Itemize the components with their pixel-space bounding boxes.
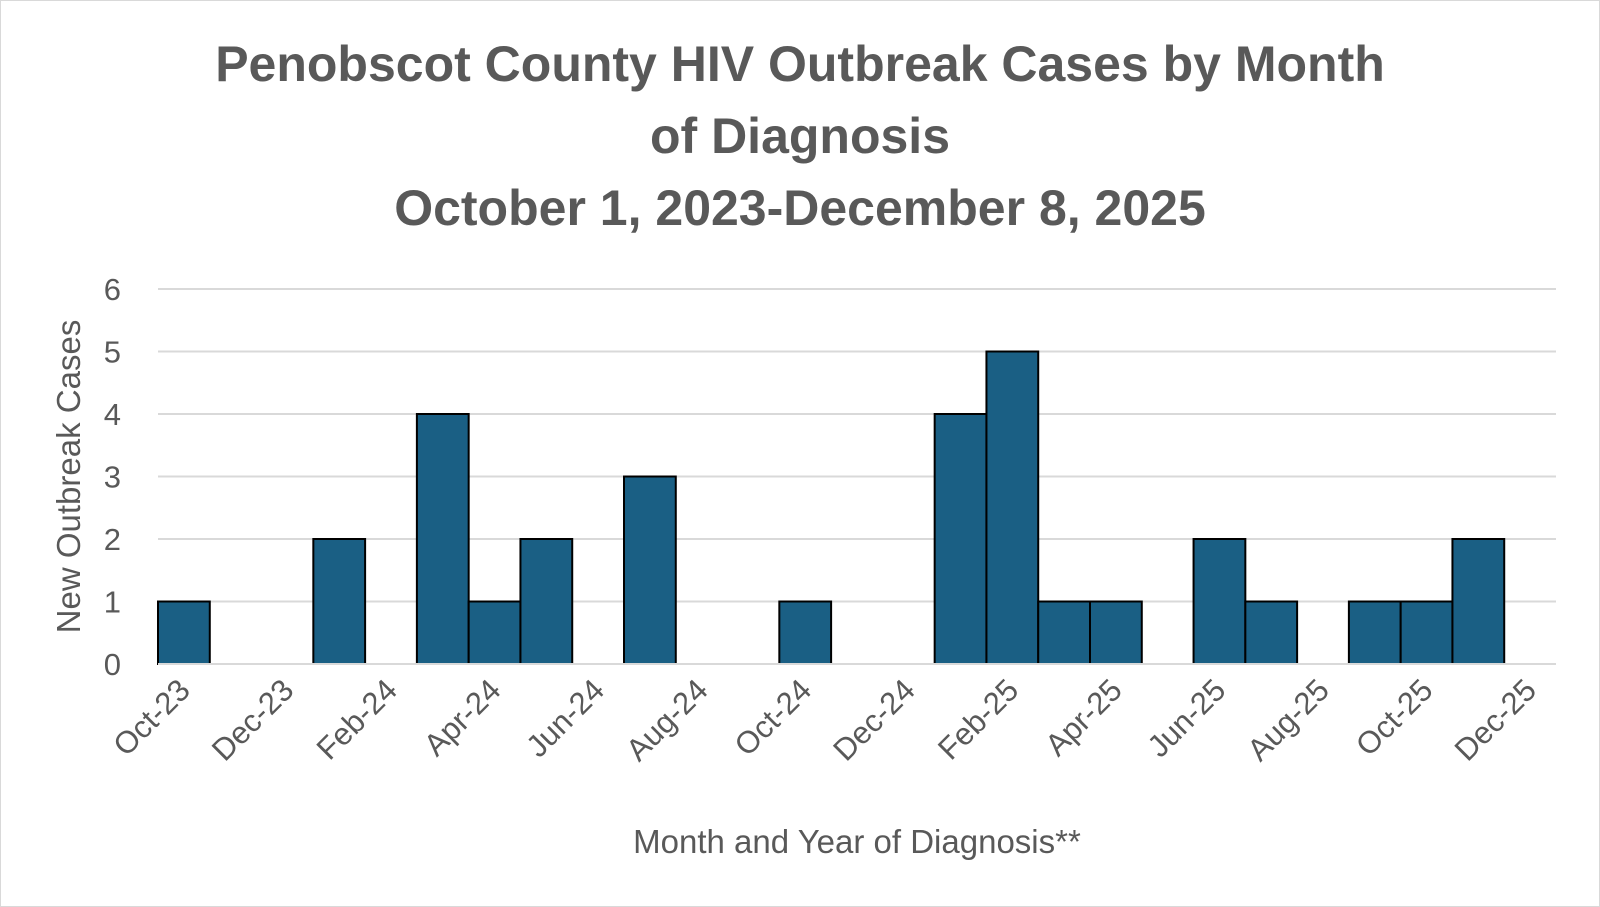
bar-Mar-25 xyxy=(1037,600,1091,665)
x-tick-label: Apr-25 xyxy=(1038,672,1129,763)
x-axis-title: Month and Year of Diagnosis** xyxy=(633,823,1081,860)
x-tick-label: Dec-24 xyxy=(826,672,921,767)
bar-May-24 xyxy=(519,538,574,665)
bar-Apr-24 xyxy=(467,600,522,665)
bar-Jan-25 xyxy=(933,413,988,665)
y-tick-label: 2 xyxy=(104,522,121,557)
x-tick-label: Oct-23 xyxy=(106,672,197,763)
chart-title-line-3: October 1, 2023-December 8, 2025 xyxy=(394,180,1206,236)
x-tick-label: Apr-24 xyxy=(417,672,508,763)
x-tick-label: Feb-24 xyxy=(310,672,404,766)
bar-Jul-24 xyxy=(623,475,677,665)
bar-Sep-25 xyxy=(1347,600,1402,665)
bar-Jan-24 xyxy=(312,538,367,665)
y-tick-label: 1 xyxy=(104,585,121,620)
x-tick-label: Aug-25 xyxy=(1241,672,1336,767)
y-axis-title: New Outbreak Cases xyxy=(50,320,87,634)
y-tick-label: 3 xyxy=(104,460,121,495)
x-tick-label: Jun-25 xyxy=(1141,672,1233,764)
chart-title: Penobscot County HIV Outbreak Cases by M… xyxy=(0,28,1600,244)
bar-Mar-24 xyxy=(415,413,470,665)
bar-Oct-24 xyxy=(778,600,833,665)
gridlines xyxy=(158,288,1556,603)
bar-Feb-25 xyxy=(985,350,1040,665)
bar-Jun-25 xyxy=(1192,538,1247,665)
y-tick-label: 5 xyxy=(104,335,121,370)
bar-Oct-25 xyxy=(1399,600,1454,665)
y-tick-label: 6 xyxy=(104,272,121,307)
bar-Nov-25 xyxy=(1451,538,1506,665)
bar-Apr-25 xyxy=(1089,600,1143,665)
x-tick-label: Jun-24 xyxy=(519,672,611,764)
x-tick-label: Oct-24 xyxy=(728,672,819,763)
x-axis-tick-labels: Oct-23 Dec-23 Feb-24 Apr-24 Jun-24 Aug-24 Oct-… xyxy=(106,672,1543,767)
x-tick-label: Dec-25 xyxy=(1448,672,1543,767)
chart-title-line-1: Penobscot County HIV Outbreak Cases by M… xyxy=(215,36,1385,92)
y-axis-tick-labels: 0 1 2 3 4 5 6 xyxy=(104,272,121,682)
x-tick-label: Aug-24 xyxy=(619,672,714,767)
x-tick-label: Oct-25 xyxy=(1349,672,1440,763)
x-tick-label: Feb-25 xyxy=(931,672,1025,766)
bar-Jul-25 xyxy=(1244,600,1299,665)
bar-series xyxy=(157,350,1506,665)
chart-title-line-2: of Diagnosis xyxy=(649,108,951,164)
bar-Oct-23 xyxy=(157,600,211,665)
y-tick-label: 0 xyxy=(104,647,121,682)
x-tick-label: Dec-23 xyxy=(205,672,300,767)
y-tick-label: 4 xyxy=(104,397,121,432)
